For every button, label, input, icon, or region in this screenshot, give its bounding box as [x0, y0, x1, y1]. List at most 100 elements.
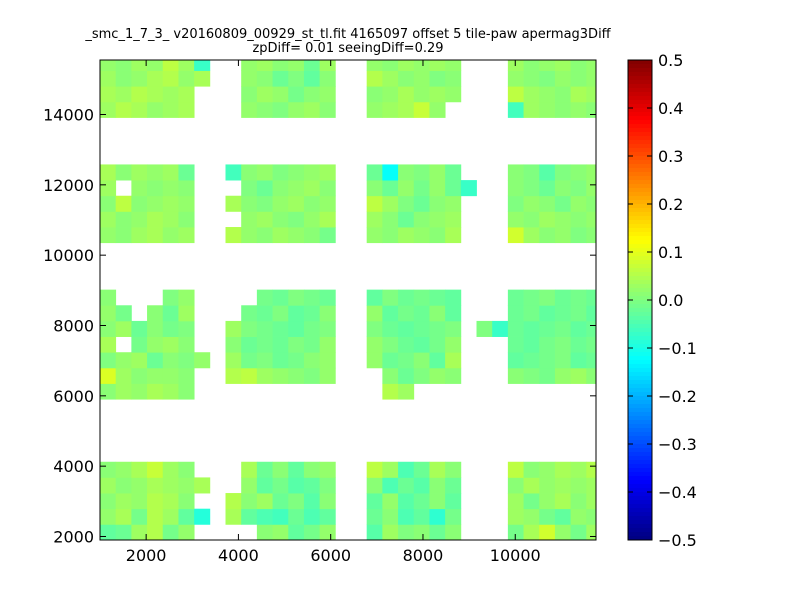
heatmap-cell [241, 180, 258, 197]
heatmap-cell [162, 508, 179, 525]
heatmap-cell [131, 493, 148, 510]
heatmap-cell [178, 305, 195, 322]
heatmap-cell [382, 164, 399, 181]
heatmap-cell [554, 461, 572, 478]
heatmap-cell [303, 493, 321, 510]
heatmap-cell [131, 70, 148, 87]
heatmap-cell [162, 477, 179, 494]
heatmap-cell [272, 227, 289, 244]
heatmap-cell [288, 305, 305, 322]
heatmap-cell [303, 70, 321, 87]
heatmap-cell [115, 477, 132, 494]
heatmap-cell [178, 477, 195, 494]
heatmap-cell [288, 164, 305, 181]
heatmap-cell [115, 524, 132, 541]
heatmap-cell [586, 86, 597, 103]
heatmap-cell [100, 508, 117, 525]
heatmap-cell [319, 289, 336, 306]
colorbar-swatch [628, 132, 652, 137]
heatmap-cell [303, 508, 321, 525]
colorbar-swatch [628, 372, 652, 377]
heatmap-cell [382, 289, 399, 306]
heatmap-cell [382, 320, 399, 337]
heatmap-cell [445, 211, 462, 228]
heatmap-cell [539, 86, 556, 103]
heatmap-cell [366, 477, 383, 494]
heatmap-cell [178, 352, 195, 369]
heatmap-cell [554, 227, 572, 244]
heatmap-cell [570, 461, 587, 478]
heatmap-cell [570, 180, 587, 197]
heatmap-cell [303, 461, 321, 478]
y-tick-label: 6000 [53, 387, 94, 406]
colorbar-swatch [628, 368, 652, 373]
heatmap-cell [162, 180, 179, 197]
heatmap-cell [178, 164, 195, 181]
heatmap-cell [570, 524, 587, 541]
heatmap-cell [100, 289, 117, 306]
heatmap-cell [162, 289, 179, 306]
heatmap-cell [319, 477, 336, 494]
y-tick-label: 14000 [43, 106, 94, 125]
heatmap-cell [319, 211, 336, 228]
heatmap-cell [586, 508, 597, 525]
colorbar-swatch [628, 424, 652, 429]
heatmap-cell [445, 461, 462, 478]
heatmap-cell [178, 211, 195, 228]
heatmap-cell [115, 320, 132, 337]
heatmap-cell [539, 461, 556, 478]
colorbar-swatch [628, 288, 652, 293]
heatmap-cell [162, 70, 179, 87]
heatmap-cell [382, 101, 399, 118]
heatmap-cell [539, 524, 556, 541]
heatmap-cell [382, 86, 399, 103]
colorbar-swatch [628, 256, 652, 261]
heatmap-cell [115, 195, 132, 212]
heatmap-cell [256, 524, 273, 541]
heatmap-cell [398, 477, 415, 494]
heatmap-cell [398, 60, 415, 71]
colorbar-swatch [628, 64, 652, 69]
heatmap-cell [225, 493, 242, 510]
heatmap-cell [256, 305, 273, 322]
heatmap-cell [523, 289, 540, 306]
heatmap-cell [398, 70, 415, 87]
heatmap-cell [570, 352, 587, 369]
heatmap-cell [115, 461, 132, 478]
heatmap-cell [429, 289, 446, 306]
heatmap-cell [162, 367, 179, 384]
heatmap-cell [523, 493, 540, 510]
heatmap-cell [256, 164, 273, 181]
heatmap-cell [147, 336, 164, 353]
heatmap-cell [539, 180, 556, 197]
heatmap-cell [225, 164, 242, 181]
heatmap-cell [319, 164, 336, 181]
colorbar-swatch [628, 140, 652, 145]
colorbar-swatch [628, 500, 652, 505]
heatmap-cell [586, 164, 597, 181]
heatmap-cell [539, 320, 556, 337]
heatmap-cell [178, 493, 195, 510]
heatmap-cell [303, 101, 321, 118]
colorbar-swatch [628, 232, 652, 237]
colorbar-swatch [628, 396, 652, 401]
colorbar-tick-label: −0.3 [658, 435, 697, 454]
heatmap-cell [115, 493, 132, 510]
heatmap-cell [523, 60, 540, 71]
heatmap-cell [241, 60, 258, 71]
heatmap-cell [554, 211, 572, 228]
heatmap-cell [256, 70, 273, 87]
heatmap-cell [131, 227, 148, 244]
heatmap-cell [382, 227, 399, 244]
heatmap-cell [288, 86, 305, 103]
colorbar-swatch [628, 124, 652, 129]
heatmap-cell [131, 508, 148, 525]
heatmap-cell [319, 195, 336, 212]
colorbar-swatch [628, 116, 652, 121]
heatmap-cell [539, 305, 556, 322]
heatmap-cell [382, 70, 399, 87]
heatmap-cell [586, 352, 597, 369]
heatmap-cell [586, 336, 597, 353]
colorbar-swatch [628, 236, 652, 241]
colorbar-swatch [628, 188, 652, 193]
